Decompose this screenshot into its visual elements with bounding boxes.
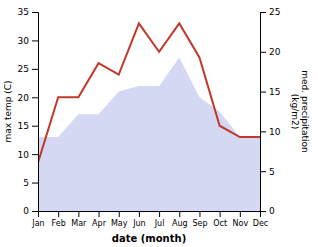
tick-mark xyxy=(32,183,38,184)
tick-mark xyxy=(240,211,241,217)
tick: 35 xyxy=(18,7,38,17)
tick: 15 xyxy=(260,87,280,97)
chart: JanFebMarAprMayJunJulAugSepOctNovDec0510… xyxy=(0,0,318,247)
plot: JanFebMarAprMayJunJulAugSepOctNovDec0510… xyxy=(18,7,281,227)
tick: 15 xyxy=(18,121,38,131)
tick: 5 xyxy=(260,167,275,177)
tick: Feb xyxy=(52,211,66,228)
tick-mark xyxy=(260,171,266,172)
tick: 25 xyxy=(260,7,280,17)
axis-line xyxy=(32,13,39,212)
temperature-line xyxy=(38,23,260,162)
tick-label: Jan xyxy=(31,219,44,228)
tick-label: Mar xyxy=(71,219,87,228)
tick: May xyxy=(111,211,128,228)
tick-mark xyxy=(78,211,79,217)
title-line: med. precipitation xyxy=(300,70,310,152)
tick-label: 20 xyxy=(269,47,281,57)
tick-label: Jun xyxy=(132,219,146,228)
tick-label: 15 xyxy=(269,87,280,97)
tick-mark xyxy=(260,92,266,93)
precipitation-area xyxy=(38,57,260,211)
tick-label: Sep xyxy=(192,219,207,228)
tick-mark xyxy=(32,12,38,13)
tick-label: 15 xyxy=(18,121,29,131)
tick-mark xyxy=(260,52,266,53)
tick-mark xyxy=(260,131,266,132)
x-axis-title: date (month) xyxy=(112,233,186,244)
tick: Dec xyxy=(253,211,268,228)
y-axis-title: max temp (C) xyxy=(3,80,13,142)
tick-label: 0 xyxy=(23,206,29,216)
tick-label: Aug xyxy=(172,219,188,228)
tick: Sep xyxy=(192,211,207,228)
tick: 10 xyxy=(260,127,281,137)
tick-label: Nov xyxy=(233,219,249,228)
tick-mark xyxy=(32,69,38,70)
tick-mark xyxy=(32,97,38,98)
tick: Mar xyxy=(71,211,87,228)
tick-label: Apr xyxy=(92,219,107,228)
tick-label: 10 xyxy=(269,127,281,137)
tick-label: May xyxy=(111,219,128,228)
marks xyxy=(38,23,260,211)
tick: 5 xyxy=(23,178,38,188)
y2-axis: 0 5 10 15 20 25 xyxy=(260,7,281,216)
tick-label: 20 xyxy=(18,93,30,103)
tick-mark xyxy=(32,154,38,155)
tick: Jul xyxy=(154,211,165,228)
tick-label: 0 xyxy=(269,206,275,216)
axis-line xyxy=(261,13,267,212)
tick-mark xyxy=(199,211,200,217)
tick: Aug xyxy=(172,211,188,228)
tick-mark xyxy=(139,211,140,217)
tick: Oct xyxy=(213,211,227,228)
tick-label: Feb xyxy=(52,219,66,228)
tick: 0 xyxy=(260,206,275,216)
tick-label: 30 xyxy=(18,36,30,46)
tick: Apr xyxy=(92,211,107,228)
tick: 20 xyxy=(260,47,281,57)
tick-mark xyxy=(32,211,38,212)
tick-label: 25 xyxy=(18,64,29,74)
tick: Jan xyxy=(31,211,44,228)
tick-label: Oct xyxy=(213,219,227,228)
tick-label: 10 xyxy=(18,150,30,160)
tick: Jun xyxy=(132,211,146,228)
tick-label: Dec xyxy=(253,219,268,228)
tick-mark xyxy=(58,211,59,217)
tick-label: 5 xyxy=(23,178,29,188)
tick: 20 xyxy=(18,93,38,103)
tick-mark xyxy=(119,211,120,217)
tick-mark xyxy=(32,126,38,127)
axis-line xyxy=(39,212,261,218)
tick-mark xyxy=(99,211,100,217)
y-axis: 0 5 10 15 20 25 30 35 xyxy=(18,7,39,216)
title-line: (kg/m2) xyxy=(290,94,300,129)
tick-label: 5 xyxy=(269,167,275,177)
tick-label: Jul xyxy=(154,219,165,228)
tick-mark xyxy=(179,211,180,217)
tick: 0 xyxy=(23,206,38,216)
tick: 30 xyxy=(18,36,38,46)
x-axis: Jan Feb Mar Apr May Jun Jul Aug Sep Oct Nov Dec xyxy=(31,211,268,228)
tick: 10 xyxy=(18,150,38,160)
tick-mark xyxy=(260,211,266,212)
tick-label: 25 xyxy=(269,7,280,17)
tick-mark xyxy=(220,211,221,217)
tick: 25 xyxy=(18,64,38,74)
tick: Nov xyxy=(233,211,249,228)
tick-label: 35 xyxy=(18,7,29,17)
tick-mark xyxy=(159,211,160,217)
tick-mark xyxy=(260,12,266,13)
tick-mark xyxy=(32,40,38,41)
y2-axis-title: med. precipitation(kg/m2) xyxy=(290,70,310,152)
